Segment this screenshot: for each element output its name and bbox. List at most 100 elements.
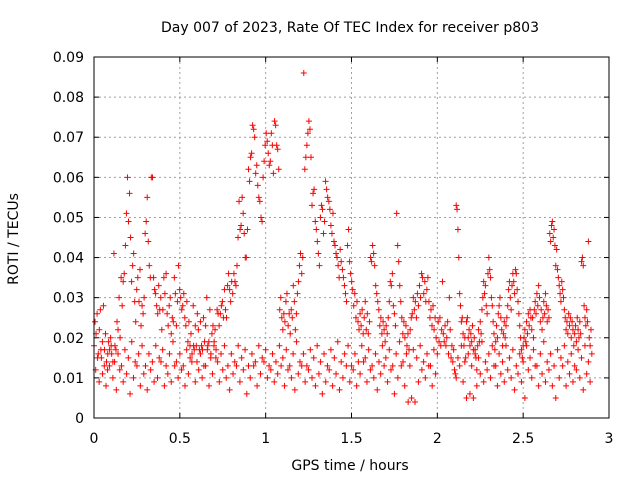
data-point bbox=[370, 250, 377, 257]
data-point bbox=[301, 166, 308, 173]
data-point bbox=[437, 342, 444, 349]
data-point bbox=[433, 334, 440, 341]
data-point bbox=[276, 306, 283, 313]
data-point bbox=[452, 370, 459, 377]
data-point bbox=[290, 350, 297, 357]
data-point bbox=[214, 306, 221, 313]
data-point bbox=[468, 338, 475, 345]
data-point bbox=[190, 302, 197, 309]
data-point bbox=[104, 350, 111, 357]
data-point bbox=[198, 342, 205, 349]
data-point bbox=[552, 262, 559, 269]
data-point bbox=[480, 378, 487, 385]
data-point bbox=[95, 350, 102, 357]
data-point bbox=[540, 338, 547, 345]
data-point bbox=[585, 238, 592, 245]
data-point bbox=[314, 342, 321, 349]
data-point bbox=[477, 370, 484, 377]
data-point bbox=[373, 290, 380, 297]
data-point bbox=[165, 322, 172, 329]
data-point bbox=[368, 258, 375, 265]
data-point bbox=[255, 342, 262, 349]
data-point bbox=[125, 218, 132, 225]
data-point bbox=[184, 338, 191, 345]
data-point bbox=[233, 262, 240, 269]
data-point bbox=[324, 362, 331, 369]
data-point bbox=[487, 374, 494, 381]
data-point bbox=[529, 314, 536, 321]
data-point bbox=[489, 302, 496, 309]
data-point bbox=[414, 290, 421, 297]
data-point bbox=[540, 298, 547, 305]
data-point bbox=[475, 354, 482, 361]
data-point bbox=[197, 318, 204, 325]
data-point bbox=[321, 218, 328, 225]
data-point bbox=[575, 326, 582, 333]
data-point bbox=[481, 290, 488, 297]
data-point bbox=[334, 338, 341, 345]
data-point bbox=[174, 298, 181, 305]
data-point bbox=[587, 342, 594, 349]
data-point bbox=[178, 366, 185, 373]
data-point bbox=[151, 378, 158, 385]
data-point bbox=[94, 310, 101, 317]
data-point bbox=[170, 318, 177, 325]
data-point bbox=[267, 158, 274, 165]
data-point bbox=[192, 378, 199, 385]
data-point bbox=[350, 302, 357, 309]
data-point bbox=[302, 378, 309, 385]
data-point bbox=[316, 262, 323, 269]
data-point bbox=[518, 378, 525, 385]
data-point bbox=[429, 322, 436, 329]
data-point bbox=[533, 290, 540, 297]
data-point bbox=[244, 226, 251, 233]
data-point bbox=[451, 366, 458, 373]
data-point bbox=[326, 206, 333, 213]
data-point bbox=[409, 310, 416, 317]
data-point bbox=[152, 290, 159, 297]
data-point bbox=[376, 322, 383, 329]
data-point bbox=[299, 254, 306, 261]
data-point bbox=[566, 370, 573, 377]
data-point bbox=[235, 342, 242, 349]
data-point bbox=[231, 278, 238, 285]
data-point bbox=[142, 230, 149, 237]
data-point bbox=[149, 174, 156, 181]
data-point bbox=[264, 138, 271, 145]
data-point bbox=[362, 354, 369, 361]
data-point bbox=[311, 186, 318, 193]
data-point bbox=[113, 386, 120, 393]
data-point bbox=[120, 278, 127, 285]
data-point bbox=[455, 254, 462, 261]
data-point bbox=[330, 238, 337, 245]
data-point bbox=[439, 278, 446, 285]
data-point bbox=[287, 330, 294, 337]
data-point bbox=[212, 326, 219, 333]
data-point bbox=[384, 378, 391, 385]
data-point bbox=[400, 318, 407, 325]
data-point bbox=[298, 270, 305, 277]
data-point bbox=[293, 310, 300, 317]
data-point bbox=[386, 346, 393, 353]
data-point bbox=[115, 326, 122, 333]
data-point bbox=[463, 318, 470, 325]
data-point bbox=[236, 378, 243, 385]
data-point bbox=[318, 202, 325, 209]
data-point bbox=[339, 374, 346, 381]
data-point bbox=[243, 254, 250, 261]
data-point bbox=[511, 290, 518, 297]
data-point bbox=[357, 370, 364, 377]
data-point bbox=[179, 302, 186, 309]
data-point bbox=[243, 390, 250, 397]
data-point bbox=[512, 266, 519, 273]
data-point bbox=[226, 286, 233, 293]
data-point bbox=[422, 374, 429, 381]
data-point bbox=[536, 294, 543, 301]
data-point bbox=[315, 250, 322, 257]
data-point bbox=[268, 130, 275, 137]
data-point bbox=[277, 294, 284, 301]
data-point bbox=[587, 326, 594, 333]
data-point bbox=[482, 358, 489, 365]
data-point bbox=[473, 382, 480, 389]
data-point bbox=[269, 350, 276, 357]
